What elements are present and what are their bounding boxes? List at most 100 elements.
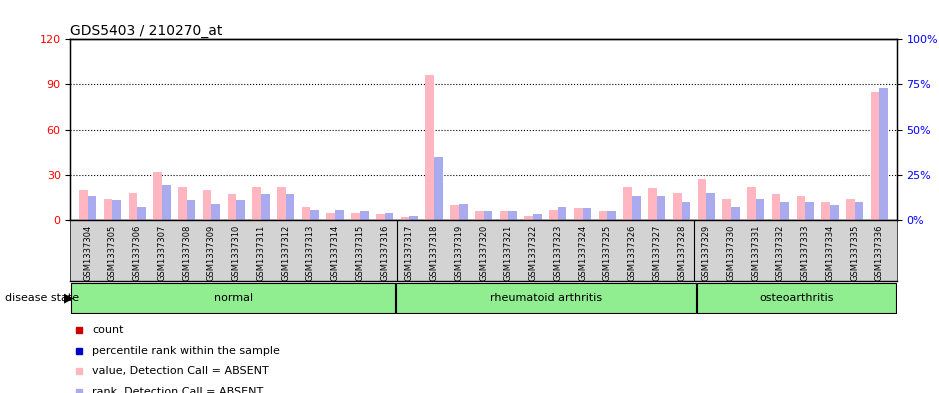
Bar (137, 207, 146, 220)
Bar (722, 199, 731, 220)
Bar (253, 187, 261, 220)
Bar (500, 211, 508, 220)
Bar (285, 195, 294, 220)
Bar (162, 185, 171, 220)
Bar (880, 88, 888, 220)
Text: GSM1337312: GSM1337312 (281, 225, 290, 281)
Text: GSM1337305: GSM1337305 (108, 225, 117, 281)
Text: GSM1337334: GSM1337334 (825, 225, 835, 281)
Bar (104, 199, 113, 220)
Bar (484, 211, 492, 220)
Bar (409, 215, 418, 220)
Bar (311, 209, 319, 220)
Bar (533, 214, 542, 220)
Bar (261, 195, 269, 220)
Text: GSM1337320: GSM1337320 (479, 225, 488, 281)
Bar (351, 213, 360, 220)
Bar (806, 202, 814, 220)
Bar (830, 205, 839, 220)
Bar (524, 215, 533, 220)
Text: GSM1337329: GSM1337329 (701, 225, 711, 281)
Text: GDS5403 / 210270_at: GDS5403 / 210270_at (70, 24, 223, 38)
Bar (376, 214, 385, 220)
Text: GSM1337324: GSM1337324 (578, 225, 587, 281)
Bar (277, 187, 285, 220)
Bar (558, 207, 566, 220)
Bar (129, 193, 137, 220)
Bar (780, 202, 789, 220)
Bar (113, 200, 121, 220)
Text: normal: normal (214, 293, 253, 303)
Bar (508, 211, 517, 220)
FancyBboxPatch shape (396, 283, 696, 313)
Bar (385, 213, 393, 220)
Text: percentile rank within the sample: percentile rank within the sample (92, 346, 280, 356)
Text: GSM1337318: GSM1337318 (430, 225, 439, 281)
Text: GSM1337333: GSM1337333 (801, 225, 809, 281)
Bar (706, 193, 715, 220)
Bar (87, 196, 97, 220)
Text: GSM1337332: GSM1337332 (776, 225, 785, 281)
Bar (731, 207, 740, 220)
Bar (870, 92, 880, 220)
Bar (549, 209, 558, 220)
Bar (450, 205, 459, 220)
Text: GSM1337315: GSM1337315 (355, 225, 364, 281)
Text: GSM1337336: GSM1337336 (875, 225, 884, 281)
Bar (187, 200, 195, 220)
Bar (574, 208, 582, 220)
Text: disease state: disease state (5, 293, 83, 303)
Bar (698, 179, 706, 220)
Text: GSM1337304: GSM1337304 (84, 225, 92, 281)
Bar (846, 199, 854, 220)
Bar (401, 217, 409, 220)
Text: GSM1337317: GSM1337317 (405, 225, 414, 281)
Bar (682, 202, 690, 220)
Text: GSM1337335: GSM1337335 (850, 225, 859, 281)
Bar (756, 199, 764, 220)
Text: GSM1337321: GSM1337321 (504, 225, 513, 281)
Text: GSM1337309: GSM1337309 (207, 225, 216, 281)
Text: osteoarthritis: osteoarthritis (760, 293, 834, 303)
Bar (237, 200, 245, 220)
Text: rank, Detection Call = ABSENT: rank, Detection Call = ABSENT (92, 387, 263, 393)
Bar (79, 190, 87, 220)
Text: GSM1337311: GSM1337311 (256, 225, 266, 281)
Bar (854, 202, 863, 220)
Bar (632, 196, 640, 220)
Bar (459, 204, 468, 220)
Bar (360, 211, 368, 220)
Bar (608, 211, 616, 220)
Text: GSM1337313: GSM1337313 (306, 225, 315, 281)
Bar (327, 213, 335, 220)
Bar (335, 209, 344, 220)
Text: ▶: ▶ (64, 291, 73, 304)
Text: rheumatoid arthritis: rheumatoid arthritis (490, 293, 602, 303)
Text: GSM1337316: GSM1337316 (380, 225, 389, 281)
Bar (623, 187, 632, 220)
Text: GSM1337331: GSM1337331 (751, 225, 761, 281)
Text: GSM1337323: GSM1337323 (553, 225, 562, 281)
Bar (673, 193, 682, 220)
Text: GSM1337310: GSM1337310 (232, 225, 240, 281)
Bar (582, 208, 592, 220)
Text: GSM1337326: GSM1337326 (627, 225, 637, 281)
Text: GSM1337308: GSM1337308 (182, 225, 192, 281)
Bar (153, 172, 162, 220)
Bar (772, 195, 780, 220)
Text: GSM1337327: GSM1337327 (653, 225, 661, 281)
Text: value, Detection Call = ABSENT: value, Detection Call = ABSENT (92, 366, 269, 376)
Bar (796, 196, 806, 220)
Text: GSM1337314: GSM1337314 (331, 225, 340, 281)
FancyBboxPatch shape (697, 283, 896, 313)
Text: GSM1337319: GSM1337319 (454, 225, 463, 281)
Text: GSM1337322: GSM1337322 (529, 225, 537, 281)
Bar (648, 189, 656, 220)
Bar (656, 196, 666, 220)
Bar (475, 211, 484, 220)
Text: GSM1337330: GSM1337330 (727, 225, 735, 281)
Text: GSM1337307: GSM1337307 (158, 225, 166, 281)
Text: GSM1337328: GSM1337328 (677, 225, 686, 281)
Bar (434, 157, 443, 220)
Bar (301, 207, 311, 220)
